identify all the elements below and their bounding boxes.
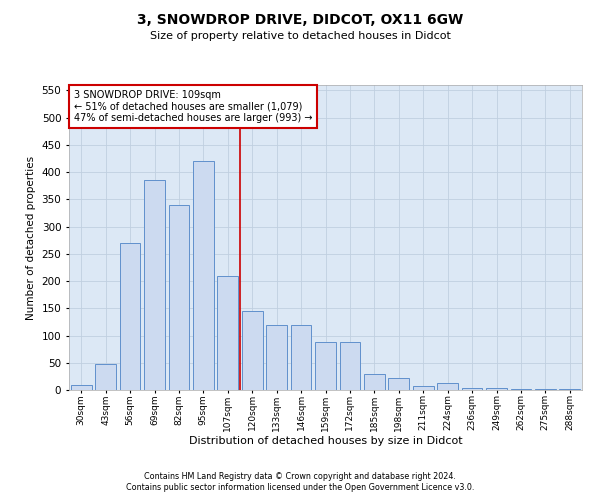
Text: Size of property relative to detached houses in Didcot: Size of property relative to detached ho… [149, 31, 451, 41]
Bar [242, 311, 263, 390]
Bar [71, 384, 92, 390]
Bar [144, 180, 165, 390]
Bar [559, 389, 580, 390]
Bar [461, 388, 482, 390]
Bar [95, 364, 116, 390]
Text: Contains HM Land Registry data © Crown copyright and database right 2024.: Contains HM Land Registry data © Crown c… [144, 472, 456, 481]
Text: 3, SNOWDROP DRIVE, DIDCOT, OX11 6GW: 3, SNOWDROP DRIVE, DIDCOT, OX11 6GW [137, 12, 463, 26]
Bar [217, 276, 238, 390]
Bar [364, 374, 385, 390]
Bar [290, 324, 311, 390]
Bar [266, 324, 287, 390]
Text: 3 SNOWDROP DRIVE: 109sqm
← 51% of detached houses are smaller (1,079)
47% of sem: 3 SNOWDROP DRIVE: 109sqm ← 51% of detach… [74, 90, 313, 123]
Bar [511, 389, 532, 390]
X-axis label: Distribution of detached houses by size in Didcot: Distribution of detached houses by size … [188, 436, 463, 446]
Bar [388, 378, 409, 390]
Y-axis label: Number of detached properties: Number of detached properties [26, 156, 36, 320]
Bar [119, 243, 140, 390]
Bar [413, 386, 434, 390]
Bar [169, 205, 190, 390]
Bar [193, 162, 214, 390]
Bar [315, 342, 336, 390]
Bar [437, 384, 458, 390]
Bar [340, 342, 361, 390]
Text: Contains public sector information licensed under the Open Government Licence v3: Contains public sector information licen… [126, 483, 474, 492]
Bar [486, 388, 507, 390]
